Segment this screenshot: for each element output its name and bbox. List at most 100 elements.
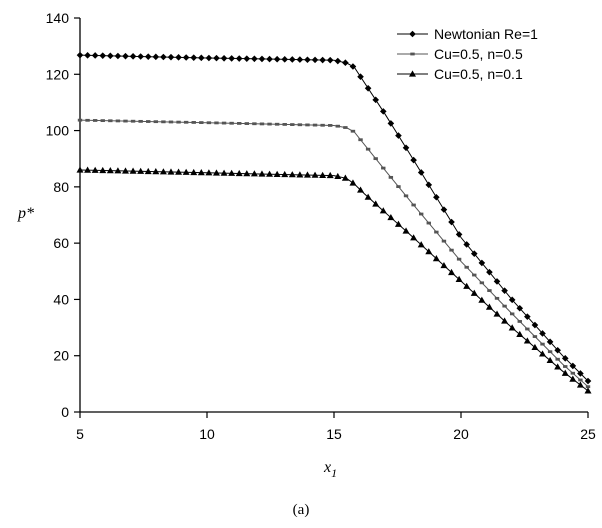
series-3-marker (357, 186, 365, 193)
x-tick-label-25: 25 (580, 426, 596, 442)
series-1-marker (288, 56, 296, 63)
series-2-marker (365, 147, 371, 151)
series-1-marker (84, 52, 91, 59)
y-tick-label-0: 0 (61, 404, 69, 420)
series-2-marker (282, 123, 287, 126)
series-1-marker (190, 54, 198, 61)
series-1-marker (448, 218, 455, 226)
series-1-marker (387, 120, 395, 127)
series-1-marker (198, 54, 205, 62)
series-3-marker (266, 170, 274, 177)
x-tick-label-15: 15 (326, 426, 342, 442)
series-3-marker (531, 343, 539, 351)
series-1-marker (349, 63, 357, 70)
series-3-marker (228, 169, 236, 176)
series-2-marker (494, 296, 500, 300)
series-1-marker (326, 56, 334, 64)
series-2-marker (229, 121, 234, 125)
series-3-marker (546, 356, 554, 364)
series-1-marker (205, 54, 213, 62)
series-2-marker (555, 357, 560, 361)
series-1-marker (379, 108, 387, 115)
x-axis-title: x1 (323, 459, 337, 480)
series-3-line (79, 169, 589, 392)
series-1-marker (251, 55, 258, 63)
series-3-marker (212, 169, 220, 176)
series-3-marker (508, 324, 516, 331)
series-3-marker (137, 167, 145, 174)
series-2-marker (206, 121, 212, 125)
series-3-marker (159, 168, 167, 175)
series-1-marker (417, 169, 425, 176)
series-3-marker (235, 169, 243, 177)
series-3-marker (144, 167, 152, 175)
series-3-marker (394, 220, 402, 227)
series-2-marker (312, 123, 318, 127)
series-3-marker (76, 166, 84, 173)
series-1-marker (220, 54, 228, 62)
series-2-marker (320, 123, 325, 127)
series-2-marker (472, 273, 477, 277)
series-2-marker (130, 119, 136, 123)
series-3-marker (432, 255, 440, 262)
series-3-marker (448, 268, 456, 276)
series-1-marker (569, 362, 577, 370)
series-1-marker (402, 144, 410, 152)
series-2-marker (411, 203, 416, 207)
series-2-marker (540, 342, 545, 346)
series-2-marker (343, 126, 348, 129)
series-2-marker (115, 119, 121, 123)
series-2-marker (585, 385, 591, 389)
series-2-marker (434, 230, 439, 234)
series-1-marker (470, 250, 478, 257)
series-3-marker (539, 350, 547, 357)
series-3-marker (281, 170, 289, 178)
series-2-marker (183, 120, 189, 124)
series-2-marker (274, 122, 280, 126)
series-3-marker (402, 227, 410, 234)
series-1-marker (281, 56, 289, 63)
series-1-marker (539, 330, 546, 337)
series-3-marker (561, 369, 569, 376)
series-2-marker (214, 121, 219, 125)
series-3-marker (84, 166, 92, 173)
series-1-marker (410, 156, 417, 164)
series-3-marker (114, 167, 122, 174)
series-1-marker (486, 268, 493, 276)
legend-entry-1: Newtonian Re=1 (397, 26, 538, 42)
series-1-marker (478, 259, 486, 267)
series-1-marker (235, 55, 243, 62)
series-3-marker (319, 171, 327, 178)
y-tick-label-20: 20 (53, 348, 69, 364)
series-2-marker (578, 378, 583, 382)
series-2-marker (259, 122, 265, 126)
series-2-marker (547, 350, 553, 354)
series-1 (76, 51, 592, 385)
series-1-marker (577, 370, 584, 377)
series-2-marker (176, 120, 181, 124)
series-3-marker (425, 248, 433, 255)
series-1-marker (304, 56, 311, 64)
series-1-marker (107, 52, 114, 60)
series-3-marker (410, 234, 418, 241)
series-2-marker (464, 265, 469, 269)
series-1-marker (296, 56, 304, 63)
series-2-marker (396, 185, 401, 189)
series-3-marker (220, 169, 228, 176)
legend-label-2: Cu=0.5, n=0.5 (434, 46, 523, 62)
series-3-marker (576, 381, 584, 388)
series-3-marker (516, 330, 524, 338)
series-3-marker (349, 179, 357, 186)
y-tick-label-40: 40 (53, 291, 69, 307)
legend: Newtonian Re=1 Cu=0.5, n=0.5 Cu=0.5, n=0.1 (397, 26, 538, 82)
series-2-marker (373, 157, 378, 161)
series-1-marker (273, 55, 281, 63)
series-3-marker (364, 193, 372, 200)
y-tick-label-120: 120 (46, 66, 70, 82)
series-1-marker (425, 181, 433, 189)
series-3-marker (243, 170, 251, 177)
series-1-marker (137, 53, 144, 60)
ticks: 0 20 40 60 80 100 120 140 5 10 15 20 25 (46, 10, 596, 442)
series-2-marker (123, 119, 128, 123)
series-1-marker (372, 96, 380, 104)
